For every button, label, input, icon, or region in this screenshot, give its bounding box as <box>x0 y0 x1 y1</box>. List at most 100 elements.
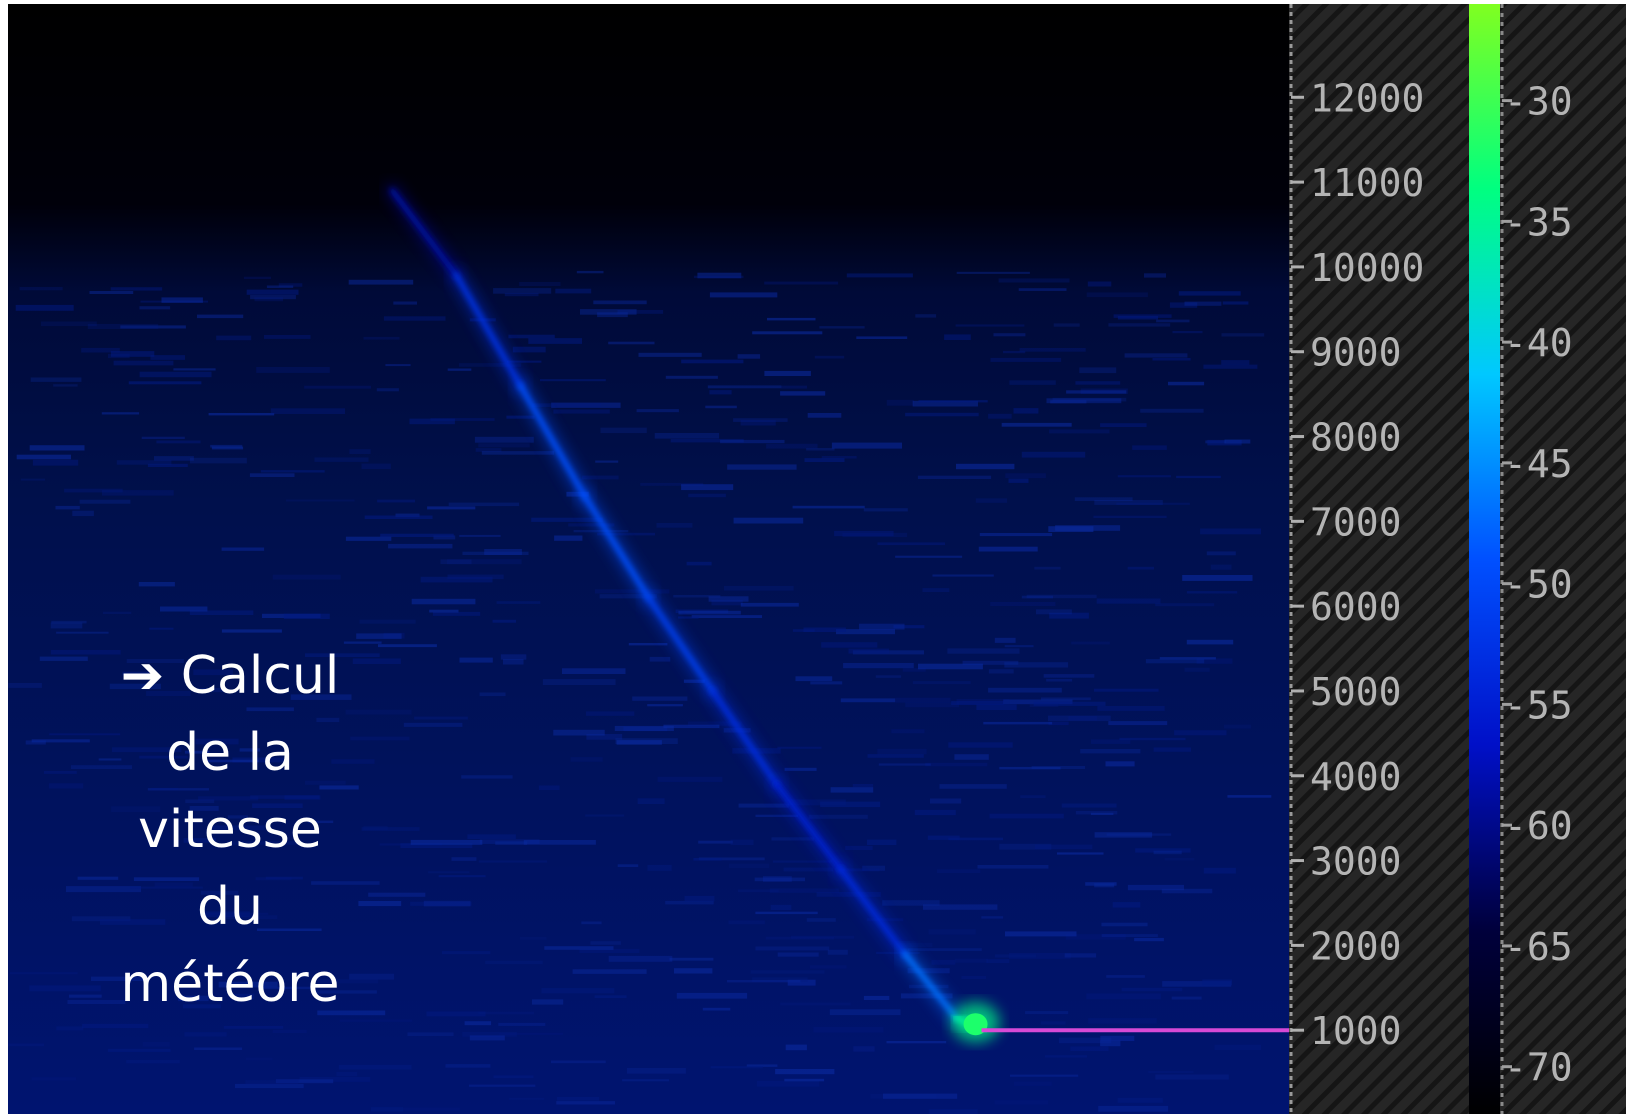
noise-streak <box>1156 319 1190 323</box>
noise-streak <box>948 742 1013 748</box>
noise-streak <box>1049 612 1089 619</box>
noise-streak <box>905 412 979 417</box>
noise-streak <box>474 436 534 443</box>
noise-streak <box>886 399 914 406</box>
noise-streak <box>777 746 822 749</box>
noise-streak <box>852 650 924 655</box>
noise-streak <box>1046 678 1073 682</box>
frequency-tick-label: 5000 <box>1310 670 1402 714</box>
noise-streak <box>193 669 233 676</box>
noise-streak <box>1048 526 1094 532</box>
noise-streak <box>1100 423 1147 427</box>
noise-streak <box>556 1101 615 1105</box>
noise-streak <box>211 446 244 450</box>
noise-streak <box>594 589 670 594</box>
noise-streak <box>1005 931 1077 937</box>
noise-streak <box>900 993 953 999</box>
noise-streak <box>576 270 604 274</box>
noise-streak <box>886 1041 947 1044</box>
noise-streak <box>71 916 131 922</box>
noise-streak <box>336 1072 358 1077</box>
noise-streak <box>1159 657 1216 660</box>
noise-streak <box>908 948 982 951</box>
noise-streak <box>636 409 679 413</box>
noise-streak <box>311 881 380 885</box>
noise-streak <box>451 857 477 861</box>
noise-streak <box>411 598 476 605</box>
noise-streak <box>498 1022 546 1026</box>
noise-streak <box>126 659 184 663</box>
noise-streak <box>461 775 513 779</box>
noise-streak <box>304 385 371 389</box>
noise-streak <box>1074 497 1133 501</box>
colorbar-tick-label: -55 <box>1504 683 1573 727</box>
meteor-trail-segment <box>581 493 651 601</box>
noise-streak <box>961 975 987 980</box>
noise-streak <box>79 499 131 504</box>
noise-streak <box>1098 1105 1169 1112</box>
noise-streak <box>693 275 744 279</box>
noise-streak <box>981 916 1004 919</box>
noise-streak <box>182 1004 221 1009</box>
noise-streak <box>882 900 940 906</box>
noise-streak <box>681 359 744 364</box>
noise-streak <box>705 405 737 409</box>
colorbar-tick-group: -30 -35 -40 -45 -50 -55 -60 -65 -70 <box>1502 80 1573 1090</box>
noise-streak <box>647 864 672 871</box>
noise-streak <box>994 637 1016 643</box>
noise-streak <box>740 602 799 607</box>
noise-streak <box>780 1002 851 1006</box>
noise-streak <box>1100 1040 1121 1047</box>
noise-streak <box>1035 844 1093 850</box>
noise-streak <box>1214 1044 1261 1050</box>
noise-streak <box>50 622 83 629</box>
noise-streak <box>485 960 543 965</box>
meteor-trail-segment <box>774 781 844 872</box>
noise-streak <box>232 993 255 1000</box>
noise-streak <box>976 704 1017 710</box>
colorbar-tick-label: -60 <box>1504 804 1573 848</box>
noise-streak <box>81 347 120 353</box>
noise-streak <box>368 892 426 897</box>
noise-streak <box>956 271 1030 274</box>
noise-streak <box>948 837 1003 841</box>
noise-streak <box>925 762 988 767</box>
plot-area <box>8 4 1289 1114</box>
noise-streak <box>1155 1074 1229 1080</box>
noise-streak <box>878 763 931 766</box>
noise-streak <box>1041 697 1091 701</box>
noise-streak <box>831 442 902 449</box>
noise-streak <box>464 1021 492 1026</box>
noise-streak <box>147 463 188 467</box>
noise-streak <box>979 533 1053 537</box>
noise-streak <box>70 765 132 769</box>
noise-streak <box>128 381 202 385</box>
noise-streak <box>1112 902 1141 908</box>
noise-streak <box>427 506 476 510</box>
noise-streak <box>142 1042 170 1047</box>
noise-streak <box>1068 716 1097 721</box>
noise-streak <box>792 505 865 509</box>
noise-streak <box>243 276 271 279</box>
noise-streak <box>944 334 971 340</box>
noise-streak <box>197 688 228 693</box>
noise-streak <box>683 679 705 683</box>
noise-streak <box>769 888 839 893</box>
noise-streak <box>915 314 937 318</box>
noise-streak <box>503 659 524 665</box>
noise-streak <box>1121 987 1183 992</box>
noise-streak <box>891 729 925 734</box>
noise-streak <box>905 702 959 708</box>
noise-streak <box>1045 1055 1088 1058</box>
noise-streak <box>283 613 330 619</box>
noise-streak <box>647 704 683 707</box>
noise-streak <box>202 759 259 763</box>
noise-streak <box>994 1100 1048 1105</box>
noise-streak <box>478 1011 534 1015</box>
noise-streak <box>216 915 278 919</box>
meteor-trail-segment <box>453 272 523 389</box>
noise-streak <box>954 754 989 760</box>
noise-streak <box>31 1077 77 1081</box>
noise-streak <box>1079 367 1117 374</box>
noise-streak <box>284 795 321 800</box>
